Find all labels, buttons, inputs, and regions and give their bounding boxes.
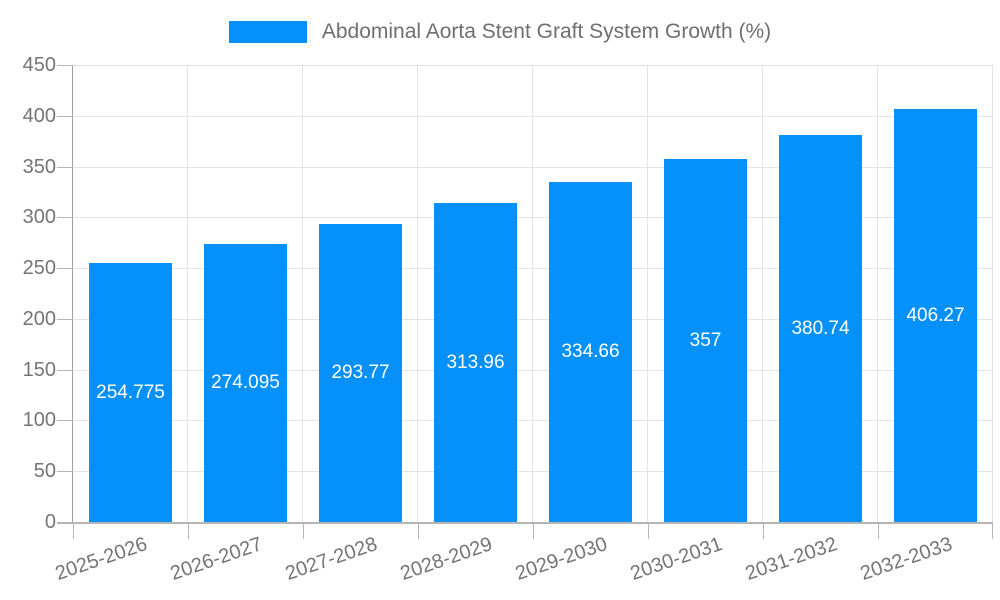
gridline-horizontal xyxy=(73,369,993,371)
x-axis-tick xyxy=(533,523,534,539)
legend-label: Abdominal Aorta Stent Graft System Growt… xyxy=(321,20,772,43)
gridline-vertical xyxy=(417,65,418,522)
y-axis-tick xyxy=(57,217,73,219)
bar-value-label: 313.96 xyxy=(446,351,505,373)
x-axis-tick xyxy=(648,523,649,539)
bar-value-label: 274.095 xyxy=(211,371,280,393)
y-axis-tick xyxy=(57,369,73,371)
gridline-vertical xyxy=(532,65,533,522)
gridline-horizontal xyxy=(73,268,993,270)
gridline-horizontal xyxy=(73,115,993,117)
y-axis-tick xyxy=(57,522,73,523)
gridline-vertical xyxy=(302,65,303,522)
bar-value-label: 254.775 xyxy=(96,381,165,403)
x-axis-tick xyxy=(992,523,993,539)
gridline-vertical xyxy=(992,65,993,522)
bar-value-label: 334.66 xyxy=(561,341,620,363)
y-axis-line xyxy=(72,65,73,523)
bar[interactable]: 254.775 xyxy=(89,263,172,522)
gridline-vertical xyxy=(187,65,188,522)
x-axis-tick xyxy=(418,523,419,539)
y-axis-label: 50 xyxy=(33,460,56,483)
y-axis-tick xyxy=(57,318,73,320)
y-axis-label: 400 xyxy=(22,104,56,127)
y-axis-label: 200 xyxy=(22,307,56,330)
y-axis-label: 100 xyxy=(22,409,56,432)
y-axis-label: 250 xyxy=(22,257,56,280)
gridline-horizontal xyxy=(73,166,993,168)
y-axis-tick xyxy=(57,115,73,117)
x-axis-tick xyxy=(878,523,879,539)
plot-area: 254.775 274.095 293.77 313.96 334.66 357 380.7… xyxy=(73,65,993,522)
gridline-horizontal xyxy=(73,420,993,422)
bar[interactable]: 313.96 xyxy=(434,203,517,522)
y-axis-tick xyxy=(57,420,73,422)
legend-item[interactable]: Abdominal Aorta Stent Graft System Growt… xyxy=(0,20,1000,44)
legend-marker xyxy=(228,21,307,43)
y-axis-label: 350 xyxy=(22,155,56,178)
gridline-horizontal xyxy=(73,318,993,320)
bar[interactable]: 334.66 xyxy=(549,182,632,522)
gridline-vertical xyxy=(877,65,878,522)
x-axis-tick xyxy=(73,523,74,539)
y-axis-tick xyxy=(57,166,73,168)
bar-value-label: 357 xyxy=(689,329,722,351)
bar[interactable]: 274.095 xyxy=(204,243,287,522)
gridline-horizontal xyxy=(73,471,993,473)
y-axis-label: 0 xyxy=(44,511,56,533)
bar[interactable]: 293.77 xyxy=(319,223,402,522)
gridline-vertical xyxy=(647,65,648,522)
x-axis-line xyxy=(57,522,993,524)
x-axis-tick xyxy=(303,523,304,539)
bar[interactable]: 406.27 xyxy=(894,109,977,522)
bar-value-label: 293.77 xyxy=(331,361,390,383)
y-axis-tick xyxy=(57,65,73,66)
gridline-horizontal xyxy=(73,217,993,219)
y-axis-label: 450 xyxy=(22,54,56,76)
bar-value-label: 380.74 xyxy=(791,317,850,339)
bar[interactable]: 380.74 xyxy=(779,135,862,522)
y-axis-label: 300 xyxy=(22,206,56,229)
bar-value-label: 406.27 xyxy=(906,304,965,326)
x-axis-tick xyxy=(188,523,189,539)
gridline-vertical xyxy=(762,65,763,522)
y-axis-tick xyxy=(57,471,73,473)
y-axis-tick xyxy=(57,268,73,270)
x-axis-tick xyxy=(763,523,764,539)
bar[interactable]: 357 xyxy=(664,159,747,522)
gridline-horizontal xyxy=(73,65,993,66)
y-axis-label: 150 xyxy=(22,358,56,381)
